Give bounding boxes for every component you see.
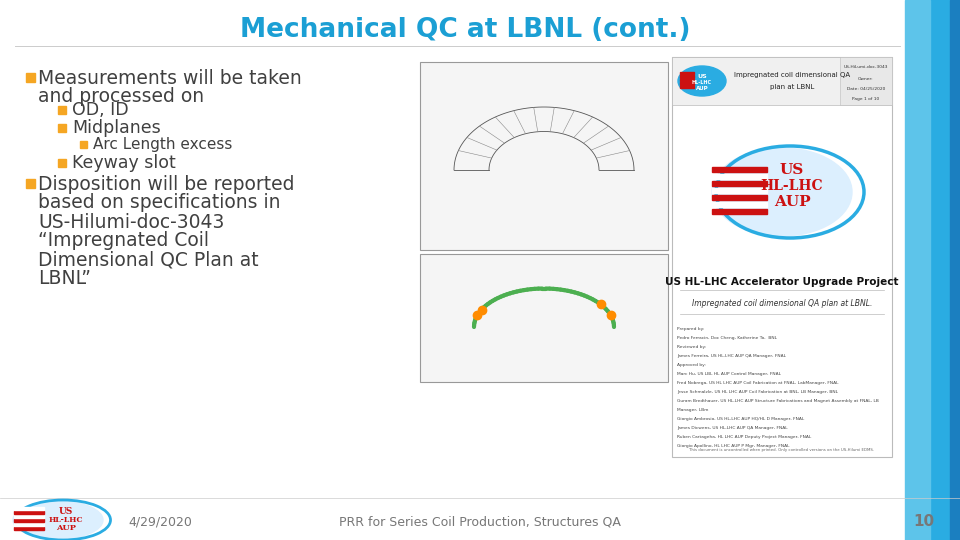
Text: Reviewed by:: Reviewed by: [677, 345, 707, 349]
Text: Prepared by:: Prepared by: [677, 327, 705, 331]
Text: Ruben Cartageha, HL LHC AUP Deputy Project Manager, FNAL: Ruben Cartageha, HL LHC AUP Deputy Proje… [677, 435, 811, 439]
Text: US: US [59, 508, 73, 516]
Bar [680, 85, 694, 88]
Bar [14, 515, 44, 518]
Bar [712, 202, 767, 207]
Text: Manager, LBm: Manager, LBm [677, 408, 708, 412]
Text: AUP: AUP [56, 524, 76, 532]
Text: 4/29/2020: 4/29/2020 [128, 516, 192, 529]
Text: Giorgio Ambrosio, US HL-LHC AUP HQ/HL D Manager, FNAL: Giorgio Ambrosio, US HL-LHC AUP HQ/HL D … [677, 417, 804, 421]
Bar [420, 62, 668, 250]
Text: HL-LHC: HL-LHC [760, 179, 824, 193]
Bar [680, 71, 694, 74]
Bar [680, 78, 694, 81]
Text: 10: 10 [913, 515, 935, 530]
Text: plan at LBNL: plan at LBNL [770, 84, 814, 90]
Text: Impregnated coil dimensional QA plan at LBNL.: Impregnated coil dimensional QA plan at … [692, 300, 873, 308]
Text: Fred Nobrega, US HL LHC AUP Coil Fabrication at FNAL, LabManager, FNAL: Fred Nobrega, US HL LHC AUP Coil Fabrica… [677, 381, 838, 385]
Text: HL-LHC: HL-LHC [692, 79, 712, 84]
Text: Dimensional QC Plan at: Dimensional QC Plan at [38, 251, 258, 269]
Text: Marc Hu, US LBL HL AUP Control Manager, FNAL: Marc Hu, US LBL HL AUP Control Manager, … [677, 372, 781, 376]
Polygon shape [905, 0, 930, 540]
Text: James Dicwens, US HL-LHC AUP QA Manager, FNAL: James Dicwens, US HL-LHC AUP QA Manager,… [677, 426, 787, 430]
Bar [58, 159, 66, 167]
Bar [14, 507, 44, 510]
Ellipse shape [13, 501, 103, 539]
Text: LBNL”: LBNL” [38, 269, 91, 288]
Text: James Ferreira, US HL-LHC AUP QA Manager, FNAL: James Ferreira, US HL-LHC AUP QA Manager… [677, 354, 786, 358]
Bar [712, 167, 767, 172]
Bar [80, 141, 87, 148]
Text: Midplanes: Midplanes [72, 119, 160, 137]
Bar [840, 57, 892, 105]
Bar [26, 179, 35, 188]
Text: Pedro Ferracin, Doc Cheng, Katherine To,  BNL: Pedro Ferracin, Doc Cheng, Katherine To,… [677, 336, 777, 340]
Text: US: US [780, 163, 804, 177]
Text: based on specifications in: based on specifications in [38, 193, 280, 213]
Text: AUP: AUP [774, 195, 810, 209]
Text: PRR for Series Coil Production, Structures QA: PRR for Series Coil Production, Structur… [339, 516, 621, 529]
Bar [58, 106, 66, 114]
Bar [14, 526, 44, 530]
Text: Measurements will be taken: Measurements will be taken [38, 69, 301, 87]
Polygon shape [930, 0, 960, 540]
Text: Jesse Schmalzle, US HL LHC AUP Coil Fabrication at BNL, LB Manager, BNL: Jesse Schmalzle, US HL LHC AUP Coil Fabr… [677, 390, 838, 394]
Text: US: US [697, 73, 707, 78]
Ellipse shape [712, 148, 852, 236]
Text: Keyway slot: Keyway slot [72, 154, 176, 172]
Bar [712, 195, 767, 200]
Text: Page 1 of 10: Page 1 of 10 [852, 97, 879, 101]
Text: OD, ID: OD, ID [72, 101, 129, 119]
Text: Arc Length excess: Arc Length excess [93, 137, 232, 152]
Polygon shape [950, 0, 960, 540]
Text: US HL-LHC Accelerator Upgrade Project: US HL-LHC Accelerator Upgrade Project [665, 277, 899, 287]
Text: HL-LHC: HL-LHC [49, 516, 84, 524]
Bar [58, 124, 66, 132]
Text: US-Hilumi-doc-3043: US-Hilumi-doc-3043 [38, 213, 225, 232]
Text: US-HiLumi-doc-3043: US-HiLumi-doc-3043 [844, 65, 888, 69]
Bar [672, 57, 892, 457]
Ellipse shape [678, 66, 726, 96]
Text: “Impregnated Coil: “Impregnated Coil [38, 232, 209, 251]
Text: Disposition will be reported: Disposition will be reported [38, 174, 295, 193]
Bar [420, 254, 668, 382]
Text: AUP: AUP [696, 85, 708, 91]
Bar [712, 209, 767, 214]
Bar [680, 75, 694, 78]
Bar [14, 523, 44, 526]
Bar [14, 510, 44, 514]
Text: Impregnated coil dimensional QA: Impregnated coil dimensional QA [734, 72, 850, 78]
Bar [680, 82, 694, 84]
Text: This document is uncontrolled when printed. Only controlled versions on the US-H: This document is uncontrolled when print… [689, 448, 875, 452]
Bar [712, 174, 767, 179]
Text: Giorgio Apollino, HL LHC AUP P Mgr, Manager, FNAL: Giorgio Apollino, HL LHC AUP P Mgr, Mana… [677, 444, 789, 448]
Bar [14, 518, 44, 522]
Bar [672, 57, 892, 105]
Bar [712, 188, 767, 193]
Bar [712, 181, 767, 186]
Text: Guram Bredthauer, US HL-LHC AUP Structure Fabrications and Magnet Assembly at FN: Guram Bredthauer, US HL-LHC AUP Structur… [677, 399, 878, 403]
Text: Mechanical QC at LBNL (cont.): Mechanical QC at LBNL (cont.) [240, 17, 690, 43]
Bar [26, 73, 35, 82]
Text: Approved by:: Approved by: [677, 363, 706, 367]
Text: Owner:: Owner: [858, 77, 874, 81]
Text: Date: 04/25/2020: Date: 04/25/2020 [847, 87, 885, 91]
Text: and processed on: and processed on [38, 87, 204, 106]
